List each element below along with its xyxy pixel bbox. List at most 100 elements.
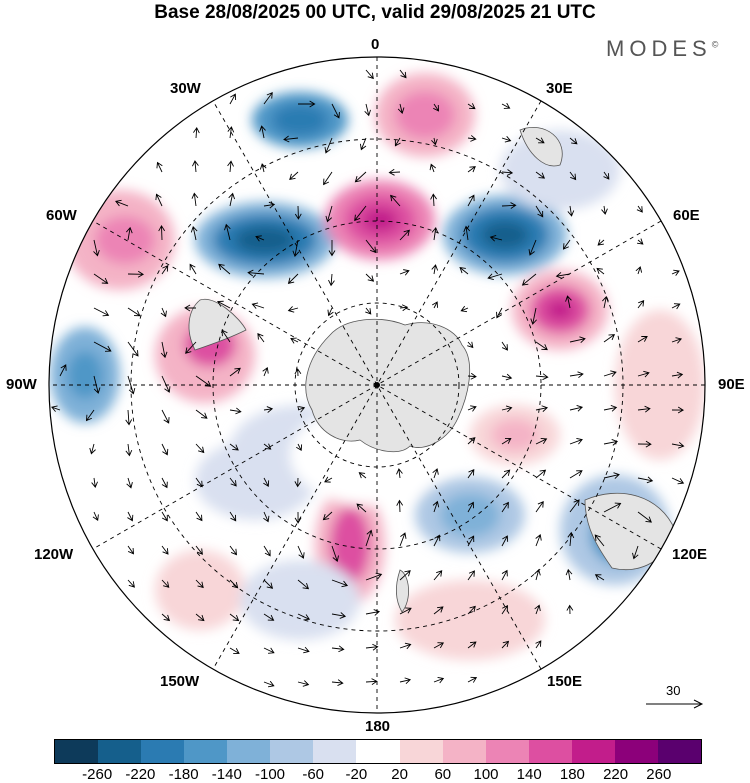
- wind-arrow: [636, 205, 643, 213]
- wind-arrow: [594, 574, 605, 581]
- wind-arrow: [354, 205, 367, 222]
- lon-label-120e: 120E: [672, 546, 708, 563]
- wind-arrow: [567, 205, 575, 217]
- wind-arrow: [195, 579, 204, 589]
- wind-arrow: [535, 171, 546, 179]
- wind-arrow: [229, 407, 242, 415]
- anomaly-blob: [481, 221, 529, 249]
- wind-arrow: [297, 613, 311, 621]
- new-zealand: [396, 569, 409, 613]
- wind-arrow: [399, 532, 407, 547]
- colorbar-tick-label: -220: [125, 766, 156, 783]
- wind-arrow: [535, 405, 549, 412]
- wind-arrow: [126, 477, 133, 489]
- wind-arrow: [365, 643, 379, 651]
- colorbar-tick-label: -20: [345, 766, 368, 783]
- wind-arrow: [431, 301, 438, 309]
- wind-arrow: [467, 676, 478, 683]
- wind-arrow: [535, 437, 548, 445]
- colorbar-bin: [528, 740, 572, 763]
- wind-arrow: [229, 511, 237, 522]
- wind-arrow: [161, 579, 170, 588]
- colorbar-bin: [657, 740, 701, 763]
- wind-arrow: [528, 239, 537, 256]
- wind-arrow: [328, 273, 335, 287]
- wind-arrow: [229, 93, 237, 105]
- wind-arrow: [501, 405, 513, 413]
- wind-arrow: [569, 371, 584, 379]
- wind-arrow: [562, 239, 571, 250]
- wind-arrow: [287, 306, 299, 313]
- wind-arrow: [467, 468, 475, 479]
- wind-arrow: [160, 341, 168, 359]
- wind-arrow: [331, 545, 339, 563]
- wind-arrow: [364, 103, 371, 117]
- wind-arrow: [125, 443, 133, 457]
- wind-arrow: [127, 375, 136, 395]
- wind-arrow: [85, 409, 95, 422]
- wind-arrow: [433, 103, 439, 112]
- wind-arrow: [637, 440, 652, 448]
- wind-arrow: [535, 534, 542, 547]
- wind-arrow: [501, 438, 512, 445]
- wind-arrow: [263, 579, 274, 589]
- wind-arrow: [229, 613, 240, 622]
- wind-arrow: [501, 202, 517, 209]
- anomaly-blob: [67, 351, 103, 399]
- wind-arrow: [637, 370, 650, 378]
- wind-arrow: [501, 469, 511, 479]
- lon-label-60w: 60W: [46, 207, 77, 224]
- wind-arrow: [399, 269, 410, 276]
- wind-arrow: [365, 273, 375, 282]
- wind-arrow: [289, 171, 299, 181]
- wind-arrow: [530, 307, 537, 325]
- wind-arrow: [433, 570, 443, 581]
- wind-arrow: [430, 193, 437, 207]
- wind-arrow: [501, 136, 512, 143]
- wind-arrow: [127, 545, 135, 555]
- wind-arrow: [263, 647, 275, 654]
- wind-arrow: [297, 545, 305, 559]
- wind-arrow: [603, 171, 610, 180]
- wind-arrow: [501, 373, 513, 381]
- wind-arrow: [255, 235, 265, 242]
- lon-label-180: 180: [365, 718, 391, 735]
- wind-arrow: [93, 239, 100, 257]
- colorbar-tick-label: 20: [391, 766, 408, 783]
- wind-arrow: [127, 511, 134, 522]
- wind-arrow: [294, 511, 302, 524]
- wind-arrow: [297, 100, 316, 108]
- wind-arrow: [535, 341, 548, 351]
- reference-vector-arrow: [646, 699, 704, 709]
- wind-arrow: [325, 205, 333, 223]
- wind-arrow: [603, 472, 620, 479]
- wind-arrow: [297, 646, 310, 654]
- wind-arrow: [229, 477, 237, 487]
- wind-arrow: [535, 205, 544, 218]
- wind-arrow: [229, 545, 238, 556]
- wind-arrow: [356, 503, 367, 513]
- wind-arrow: [399, 642, 412, 650]
- wind-arrow: [127, 307, 141, 317]
- wind-arrow: [51, 405, 61, 412]
- colorbar-tick-label: 60: [434, 766, 452, 783]
- wind-arrow: [501, 169, 514, 176]
- wind-arrow: [467, 641, 477, 649]
- wind-arrow: [429, 163, 437, 173]
- wind-arrow: [601, 205, 608, 215]
- colorbar-bin: [184, 740, 228, 763]
- wind-arrow: [603, 502, 622, 513]
- wind-arrow: [597, 239, 605, 246]
- wind-arrow: [297, 579, 310, 590]
- colorbar-bin: [141, 740, 185, 763]
- wind-arrow: [161, 409, 170, 424]
- wind-arrow: [467, 437, 476, 445]
- wind-arrow: [467, 166, 476, 173]
- wind-arrow: [93, 273, 109, 284]
- wind-arrow: [399, 304, 409, 312]
- wind-arrow: [432, 468, 439, 479]
- wind-arrow: [161, 545, 169, 555]
- wind-arrow: [195, 511, 203, 522]
- wind-arrow: [463, 225, 471, 241]
- wind-arrow: [431, 137, 438, 146]
